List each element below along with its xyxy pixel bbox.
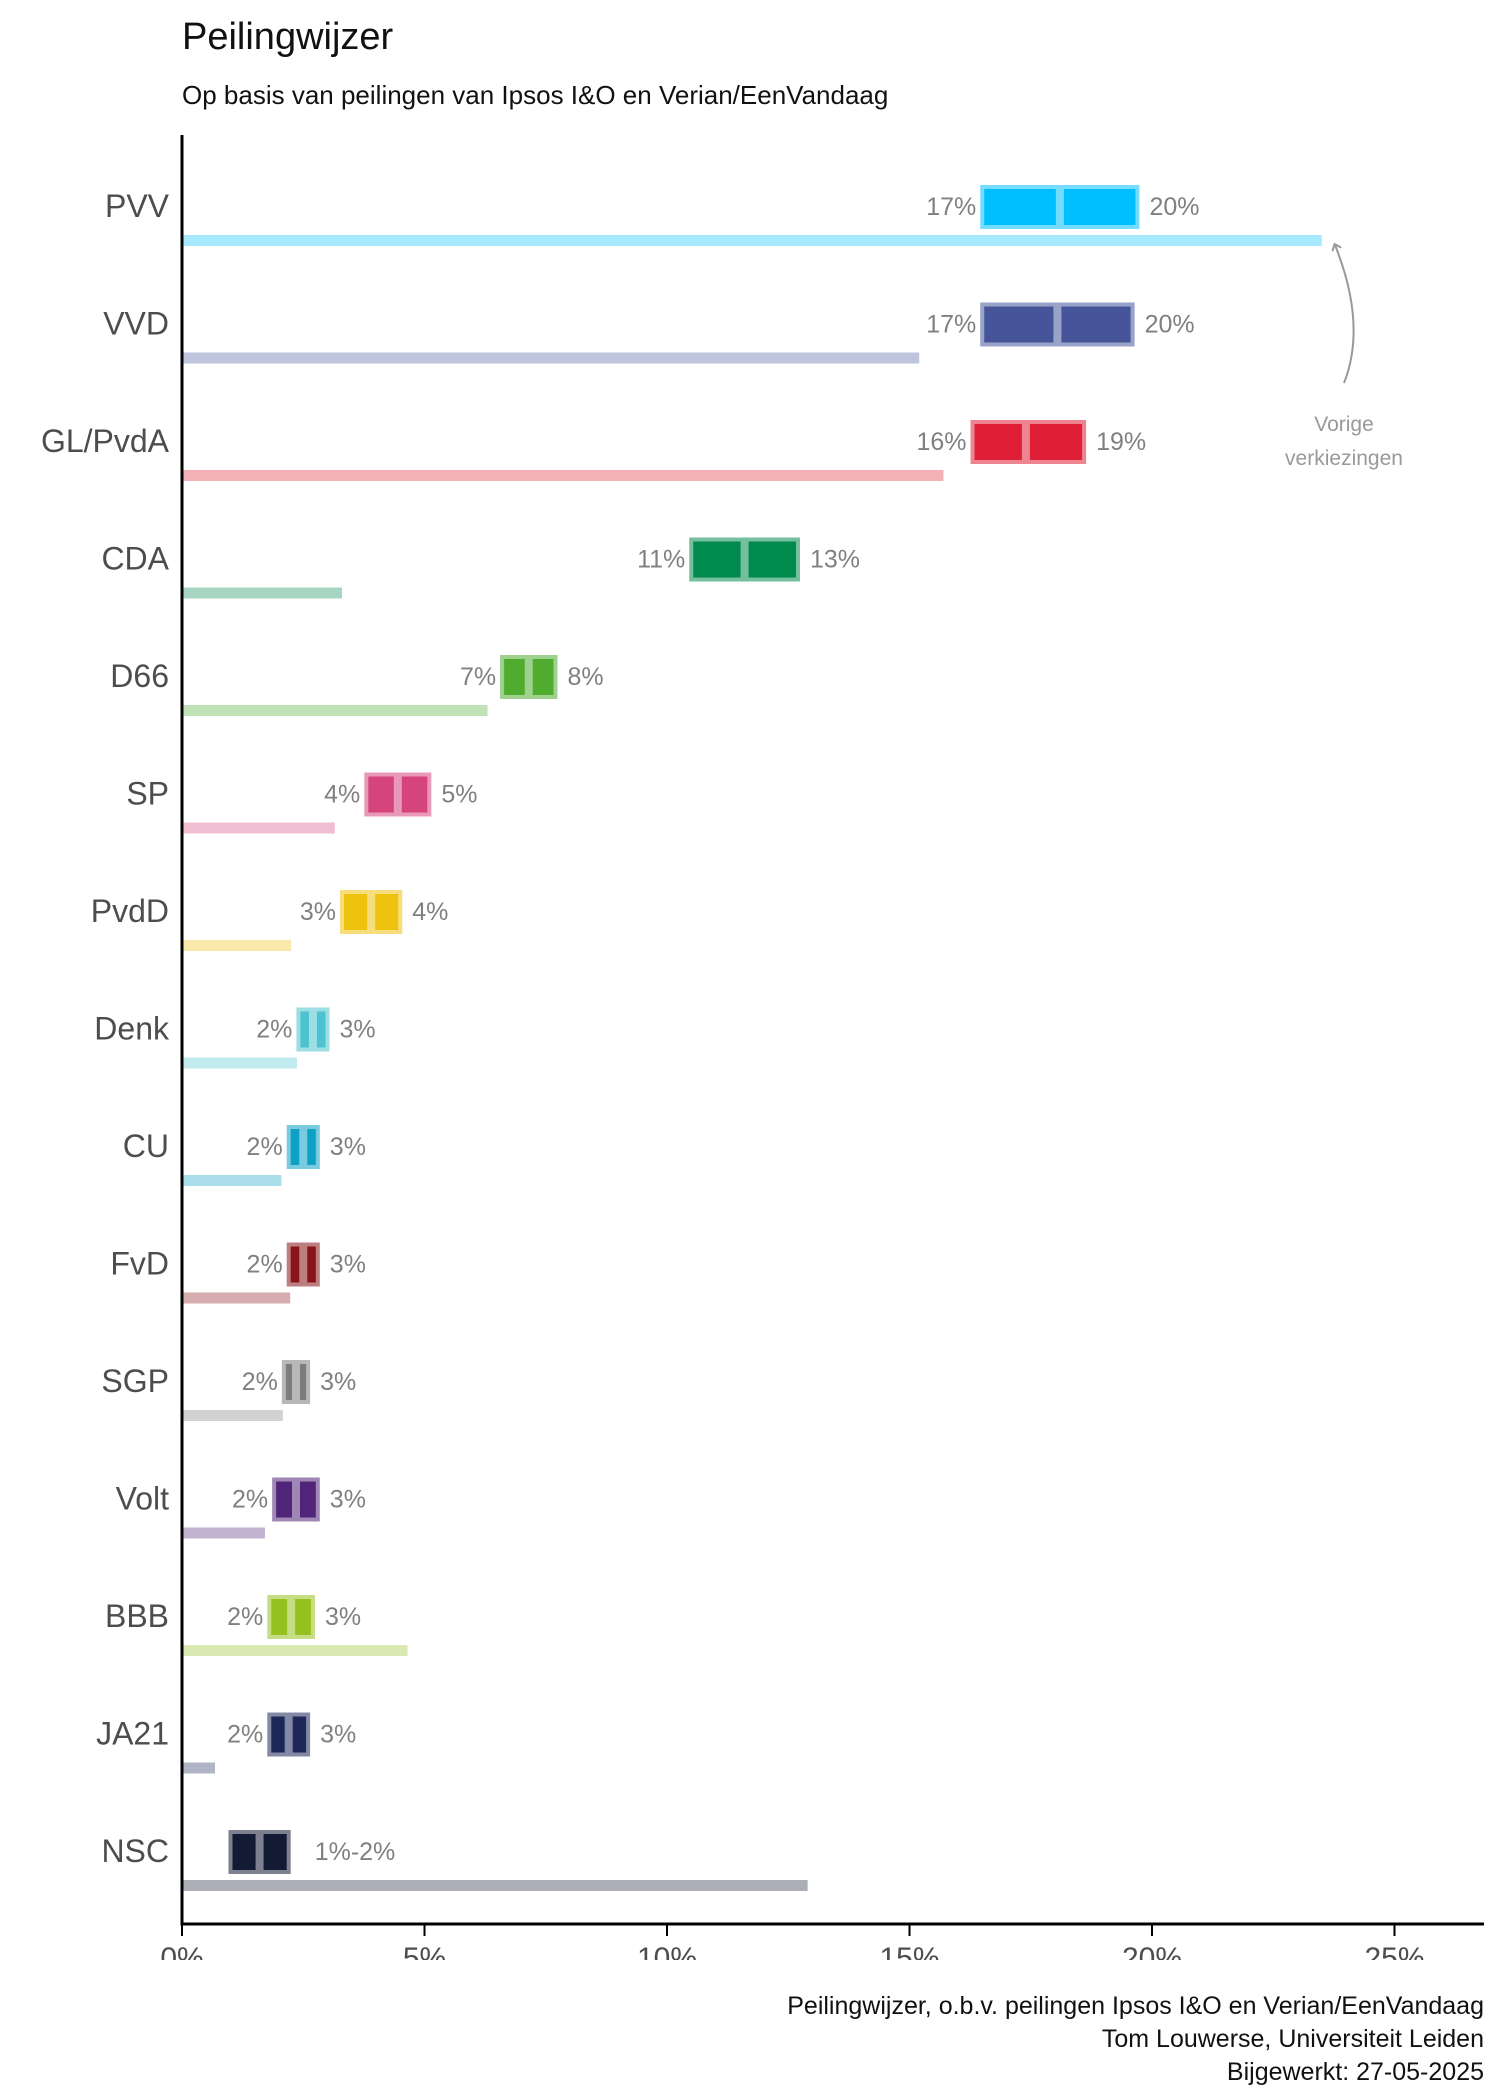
low-label-sp: 4% [324, 781, 360, 809]
party-label-gl-pvda: GL/PvdA [41, 423, 170, 459]
low-label-bbb: 2% [227, 1603, 263, 1631]
previous-election-annotation: Vorige verkiezingen [1285, 245, 1403, 470]
annotation-line-1: Vorige [1314, 413, 1374, 436]
previous-bar-cu [182, 1175, 282, 1186]
previous-election-bars [182, 235, 1322, 1891]
x-tick-label-20: 20% [1122, 1942, 1182, 1960]
range-label-nsc: 1%-2% [315, 1838, 396, 1866]
party-label-d66: D66 [110, 658, 169, 694]
party-label-nsc: NSC [101, 1833, 169, 1869]
previous-bar-pvv [182, 235, 1322, 246]
party-label-volt: Volt [116, 1481, 169, 1517]
previous-bar-volt [182, 1527, 265, 1539]
low-label-denk: 2% [256, 1016, 292, 1044]
low-label-ja21: 2% [227, 1721, 263, 1749]
high-label-bbb: 3% [325, 1603, 361, 1631]
high-label-gl-pvda: 19% [1096, 428, 1146, 456]
party-label-fvd: FvD [110, 1246, 169, 1282]
high-label-fvd: 3% [330, 1251, 366, 1279]
caption-author: Tom Louwerse, Universiteit Leiden [1101, 2025, 1484, 2053]
previous-bar-ja21 [182, 1762, 215, 1774]
previous-bar-bbb [182, 1645, 408, 1656]
high-label-vvd: 20% [1145, 311, 1195, 339]
low-label-fvd: 2% [247, 1251, 283, 1279]
peilingwijzer-chart: 17% 20% 17% 20% 16% 19% 11% 13% 7% 8% 4% 5% 3% 4% 2% 3%… [41, 135, 1484, 1960]
previous-bar-gl-pvda [182, 470, 944, 481]
previous-bar-cda [182, 587, 343, 599]
caption-source: Peilingwijzer, o.b.v. peilingen Ipsos I&… [787, 1992, 1484, 2020]
low-label-pvdd: 3% [300, 898, 336, 926]
high-label-volt: 3% [330, 1486, 366, 1514]
party-labels: PVV VVD GL/PvdA CDA D66 SP PvdD Denk CU FvD SGP Vol… [41, 188, 170, 1869]
party-label-pvv: PVV [105, 188, 170, 224]
party-label-pvdd: PvdD [91, 893, 169, 929]
party-label-cda: CDA [101, 541, 169, 577]
caption-updated: Bijgewerkt: 27-05-2025 [1226, 2058, 1484, 2086]
low-label-cu: 2% [247, 1133, 283, 1161]
x-tick-label-0: 0% [160, 1942, 203, 1960]
high-label-cu: 3% [330, 1133, 366, 1161]
previous-bar-nsc [182, 1880, 808, 1891]
previous-bar-fvd [182, 1292, 291, 1304]
high-label-ja21: 3% [320, 1721, 356, 1749]
party-label-denk: Denk [94, 1011, 170, 1047]
chart-caption: Peilingwijzer, o.b.v. peilingen Ipsos I&… [787, 1990, 1484, 2089]
high-label-sgp: 3% [320, 1368, 356, 1396]
party-label-bbb: BBB [105, 1598, 169, 1634]
poll-range-boxes [228, 185, 1140, 1874]
previous-bar-pvdd [182, 940, 292, 951]
low-label-sgp: 2% [242, 1368, 278, 1396]
x-tick-label-5: 5% [403, 1942, 446, 1960]
high-label-sp: 5% [441, 781, 477, 809]
low-label-cda: 11% [637, 546, 685, 574]
annotation-arrow [1335, 245, 1355, 384]
x-axis: 0% 5% 10% 15% 20% 25% [160, 1925, 1425, 1960]
party-label-sp: SP [126, 776, 169, 812]
poll-value-labels: 17% 20% 17% 20% 16% 19% 11% 13% 7% 8% 4% 5% 3% 4% 2% 3%… [227, 193, 1199, 1866]
previous-bar-vvd [182, 352, 920, 364]
high-label-pvdd: 4% [412, 898, 448, 926]
party-label-sgp: SGP [101, 1363, 169, 1399]
high-label-pvv: 20% [1149, 193, 1199, 221]
previous-bar-sgp [182, 1410, 283, 1421]
annotation-line-2: verkiezingen [1285, 447, 1403, 470]
x-tick-label-25: 25% [1364, 1942, 1424, 1960]
low-label-pvv: 17% [926, 193, 976, 221]
high-label-d66: 8% [567, 663, 603, 691]
party-label-ja21: JA21 [96, 1716, 169, 1752]
low-label-d66: 7% [460, 663, 496, 691]
low-label-vvd: 17% [926, 311, 976, 339]
chart-title: Peilingwijzer [182, 16, 394, 58]
x-tick-label-10: 10% [637, 1942, 697, 1960]
previous-bar-sp [182, 822, 335, 834]
x-tick-label-15: 15% [879, 1942, 939, 1960]
party-label-cu: CU [123, 1128, 169, 1164]
high-label-cda: 13% [810, 546, 860, 574]
party-label-vvd: VVD [103, 306, 169, 342]
previous-bar-denk [182, 1057, 297, 1069]
low-label-gl-pvda: 16% [917, 428, 967, 456]
high-label-denk: 3% [340, 1016, 376, 1044]
low-label-volt: 2% [232, 1486, 268, 1514]
previous-bar-d66 [182, 705, 488, 716]
chart-subtitle: Op basis van peilingen van Ipsos I&O en … [182, 80, 889, 110]
